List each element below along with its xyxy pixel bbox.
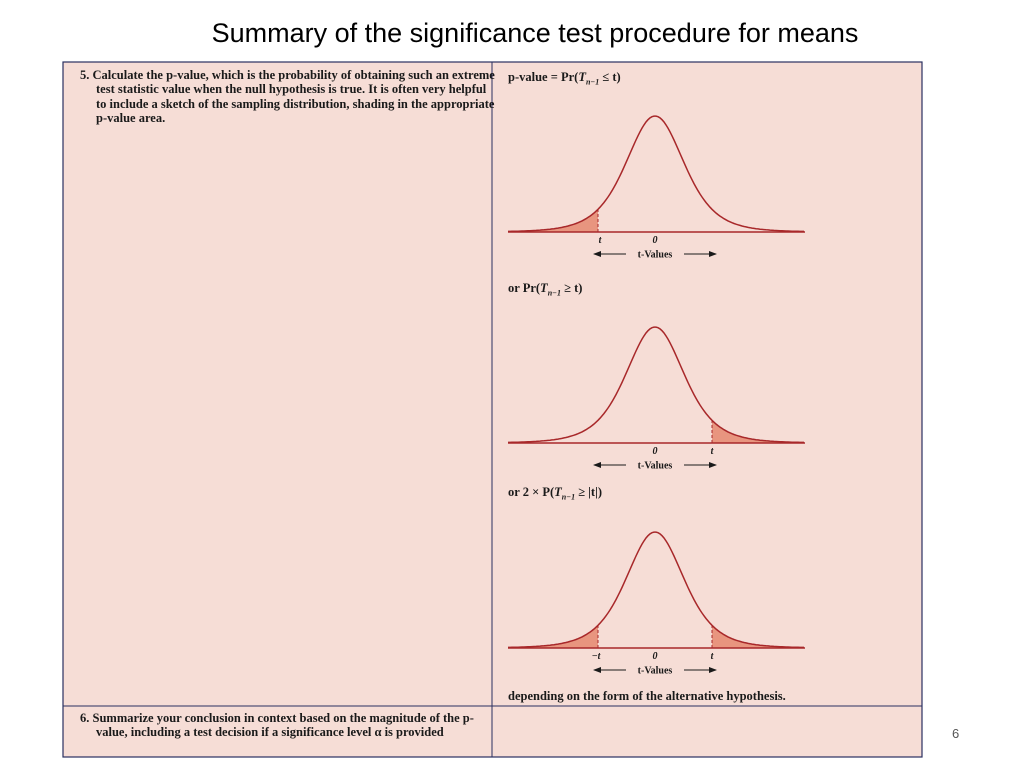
formula-rest: ≥ t) bbox=[560, 281, 583, 295]
axis-title: t-Values bbox=[638, 250, 673, 261]
axis-label: −t bbox=[592, 651, 602, 662]
axis-title: t-Values bbox=[638, 461, 673, 472]
slide-title: Summary of the significance test procedu… bbox=[211, 18, 859, 48]
formula-sub: n−1 bbox=[547, 288, 561, 298]
formula: or 2 × P(Tn−1 ≥ |t|) bbox=[508, 485, 602, 502]
tail-shading bbox=[712, 420, 805, 443]
density-curve bbox=[508, 531, 804, 649]
step-text: 6. Summarize your conclusion in context … bbox=[80, 711, 474, 740]
density-curve bbox=[508, 326, 804, 444]
formula-lead: or 2 × P( bbox=[508, 485, 555, 499]
axis-label: 0 bbox=[653, 446, 658, 457]
formula-var: T bbox=[540, 281, 548, 295]
formula-sub: n−1 bbox=[561, 492, 576, 502]
axis-label: 0 bbox=[653, 235, 658, 246]
step-text: 5. Calculate the p-value, which is the p… bbox=[80, 68, 495, 125]
density-curve bbox=[508, 115, 804, 233]
formula: p-value = Pr(Tn−1 ≤ t) bbox=[508, 70, 621, 87]
footer-note: depending on the form of the alternative… bbox=[508, 689, 786, 703]
page-number: 6 bbox=[952, 726, 960, 741]
formula: or Pr(Tn−1 ≥ t) bbox=[508, 281, 582, 298]
formula-lead: or Pr( bbox=[508, 281, 541, 295]
formula-rest: ≤ t) bbox=[599, 70, 621, 84]
formula-sub: n−1 bbox=[585, 77, 600, 87]
axis-label: 0 bbox=[653, 651, 658, 662]
axis-title: t-Values bbox=[638, 666, 673, 677]
axis-label: t bbox=[599, 235, 603, 246]
tail-shading bbox=[508, 209, 598, 232]
tail-shading bbox=[508, 625, 598, 648]
formula-var: T bbox=[554, 485, 562, 499]
tail-shading bbox=[712, 625, 805, 648]
axis-label: t bbox=[711, 651, 715, 662]
formula-rest: ≥ |t|) bbox=[575, 485, 603, 499]
formula-lead: p-value = Pr( bbox=[508, 70, 579, 84]
formula-var: T bbox=[578, 70, 586, 84]
axis-label: t bbox=[711, 446, 715, 457]
